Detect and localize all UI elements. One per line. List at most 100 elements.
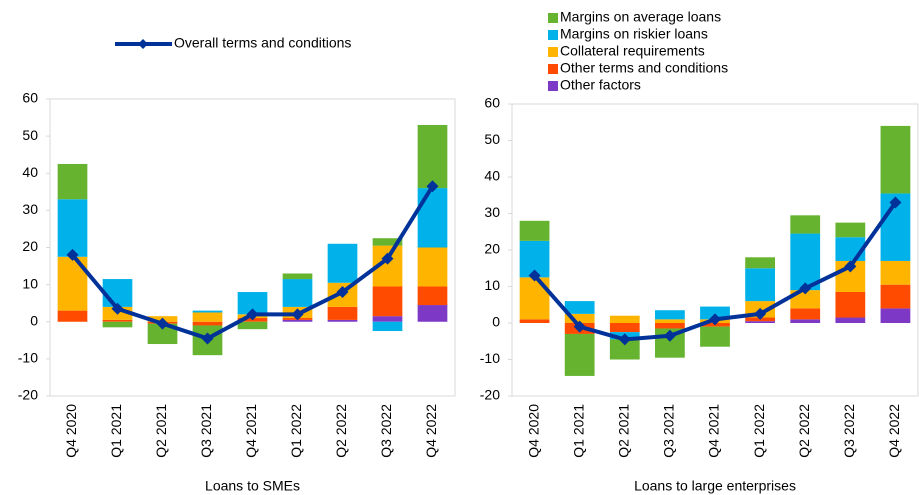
bar (790, 319, 821, 323)
bar (417, 247, 448, 287)
bar (327, 306, 358, 320)
x-tick-label: Q1 2022 (751, 404, 767, 458)
line-marker (663, 329, 676, 342)
line-marker (201, 332, 214, 345)
bar (835, 222, 866, 238)
bar (417, 305, 448, 322)
legend-label: Margins on average loans (560, 9, 721, 25)
line-marker (618, 333, 631, 346)
bar (372, 321, 403, 332)
bar (519, 220, 550, 241)
x-tick-label: Q2 2022 (796, 404, 812, 458)
bar (192, 310, 223, 313)
y-tick-label: -10 (18, 350, 38, 366)
line-marker (66, 248, 79, 261)
y-tick-label: 0 (30, 312, 38, 328)
bar (880, 125, 911, 194)
y-tick-label: 30 (22, 201, 38, 217)
line-marker (156, 317, 169, 330)
y-tick-label: -10 (480, 350, 500, 366)
legend-label: Margins on riskier loans (560, 26, 708, 42)
line-marker (844, 260, 857, 273)
bar (282, 279, 313, 307)
bar (102, 279, 133, 307)
bar (327, 243, 358, 283)
y-tick-label: 50 (22, 127, 38, 143)
x-tick-label: Q2 2022 (333, 404, 349, 458)
bar (655, 319, 685, 323)
bar (880, 308, 911, 323)
bar (655, 323, 685, 329)
x-tick-label: Q4 2020 (63, 404, 79, 458)
y-tick-label: 60 (22, 90, 38, 106)
bar (417, 188, 448, 248)
y-tick-label: 40 (22, 164, 38, 180)
bar (57, 199, 88, 257)
y-tick-label: -20 (480, 387, 500, 403)
x-tick-label: Q2 2021 (615, 404, 631, 458)
bar (519, 319, 550, 323)
bar (57, 163, 88, 200)
line-marker (246, 308, 259, 321)
bar (372, 316, 403, 322)
legend-marker (138, 39, 148, 49)
legend-label: Other terms and conditions (560, 60, 728, 76)
line-marker (528, 269, 541, 282)
y-tick-label: 60 (484, 95, 500, 111)
line-marker (754, 307, 767, 320)
bar (192, 312, 223, 322)
bar (237, 292, 268, 315)
line-marker (889, 196, 902, 209)
x-tick-label: Q3 2022 (378, 404, 394, 458)
bar (237, 321, 268, 330)
y-tick-label: 30 (484, 204, 500, 220)
bar (57, 310, 88, 322)
bar (880, 260, 911, 285)
bar (519, 277, 550, 320)
y-tick-label: -20 (18, 387, 38, 403)
bar (700, 306, 730, 320)
legend-swatch (548, 81, 558, 91)
bar (102, 319, 133, 322)
bar (372, 238, 403, 246)
x-tick-label: Q4 2022 (423, 404, 439, 458)
bar (835, 291, 866, 318)
bar (147, 323, 178, 345)
x-tick-label: Q2 2021 (153, 404, 169, 458)
x-tick-label: Q3 2021 (198, 404, 214, 458)
x-tick-label: Q4 2020 (525, 404, 541, 458)
bar (609, 323, 640, 333)
y-tick-label: 20 (484, 241, 500, 257)
bar (790, 215, 821, 234)
bar (327, 319, 358, 322)
legend-swatch (548, 30, 558, 40)
bar (417, 124, 448, 189)
y-tick-label: 10 (484, 277, 500, 293)
bar (880, 284, 911, 309)
bar (102, 321, 133, 328)
line-marker (336, 286, 349, 299)
bar (564, 313, 595, 323)
y-tick-label: 0 (492, 314, 500, 330)
bar (564, 333, 595, 376)
x-tick-label: Q3 2022 (841, 404, 857, 458)
legend-label: Collateral requirements (560, 43, 705, 59)
legend-swatch (548, 13, 558, 23)
line-marker (426, 180, 439, 193)
x-tick-label: Q4 2021 (243, 404, 259, 458)
y-tick-label: 50 (484, 131, 500, 147)
bar (282, 273, 313, 280)
bar (372, 286, 403, 317)
x-axis-label: Loans to SMEs (205, 478, 300, 494)
bar (655, 310, 685, 320)
legend-label: Overall terms and conditions (174, 35, 351, 51)
x-tick-label: Q4 2022 (886, 404, 902, 458)
x-tick-label: Q1 2021 (570, 404, 586, 458)
x-tick-label: Q1 2021 (108, 404, 124, 458)
legend-label: Other factors (560, 77, 641, 93)
x-tick-label: Q4 2021 (706, 404, 722, 458)
bar (790, 233, 821, 291)
bar (417, 286, 448, 306)
bar (192, 321, 223, 326)
